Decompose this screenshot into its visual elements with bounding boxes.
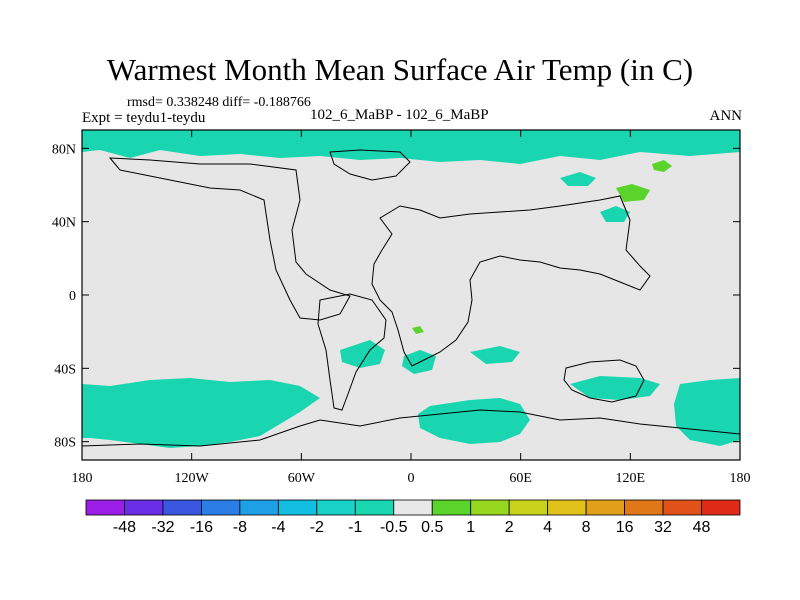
colorbar-swatch [547,499,587,516]
colorbar-label: 8 [582,519,591,536]
south-america-coast [317,293,387,411]
southern-ocean-band [82,378,320,448]
anomaly-fill [82,130,740,448]
colorbar-swatch [239,499,279,516]
lon-tick-label: 180 [730,471,751,486]
case-label: 102_6_MaBP - 102_6_MaBP [310,107,489,123]
colorbar-swatch [201,499,241,516]
colorbar-swatch [277,499,318,516]
lat-tick-label: 40N [52,216,76,231]
colorbar-label: 48 [693,519,711,536]
colorbar-swatch [662,499,702,516]
colorbar: -48 -32 -16 -8 -4 -2 -1 -0.5 0.5 1 2 4 8 16 32 48 [85,499,741,536]
east-asia-blob [600,206,630,222]
greenland-coast [329,149,411,181]
siberia-positive [616,184,650,202]
colorbar-label: -1 [348,519,362,536]
colorbar-swatch [162,499,202,516]
north-pacific-blob [560,172,596,186]
colorbar-swatch [354,499,395,516]
colorbar-label: 16 [616,519,634,536]
colorbar-label: 32 [654,519,672,536]
arctic-band [82,130,740,164]
lon-tick-label: 120W [175,471,210,486]
colorbar-swatch [470,499,510,516]
experiment-label: Expt = teydu1-teydu [82,110,206,126]
lon-tick-label: 60W [288,471,316,486]
south-indian-ocean [418,398,530,444]
lon-tick-label: 0 [408,471,415,486]
australia-coast [563,359,645,403]
coastlines [82,149,740,447]
colorbar-label: 4 [543,519,552,536]
africa-positive [412,326,424,334]
colorbar-swatch [316,499,356,516]
longitude-ticks: 180 120W 60W 0 60E 120E 180 [72,130,751,486]
colorbar-label: 2 [505,519,514,536]
southern-midband [470,346,520,364]
negative-anomaly-regions [82,130,740,448]
season-label: ANN [709,108,743,124]
map-title: Warmest Month Mean Surface Air Temp (in … [106,52,694,87]
colorbar-label: 0.5 [421,519,443,536]
colorbar-label: -8 [233,519,247,536]
arctic-positive [652,160,672,172]
antarctica-coast [82,409,740,447]
colorbar-swatch [585,499,625,516]
colorbar-swatch [85,499,125,516]
eurasia-africa-coast [371,195,651,367]
colorbar-swatch [701,499,741,516]
north-america-coast [108,157,351,321]
positive-anomaly-regions [412,160,672,334]
colorbar-label: -4 [271,519,285,536]
lat-tick-label: 0 [69,289,76,304]
lon-tick-label: 60E [509,471,532,486]
colorbar-swatch [393,499,433,516]
colorbar-swatch [508,499,549,516]
colorbar-swatch [624,499,664,516]
stats-label: rmsd= 0.338248 diff= -0.188766 [127,95,311,110]
colorbar-label: -48 [113,519,136,536]
lon-tick-label: 120E [616,471,646,486]
lat-tick-label: 80S [54,436,76,451]
colorbar-label: -32 [151,519,174,536]
lat-tick-label: 80N [52,142,76,157]
colorbar-swatch [431,499,472,516]
colorbar-label: -2 [310,519,324,536]
latitude-ticks: 80N 40N 0 40S 80S [52,142,740,451]
colorbar-label: -0.5 [380,519,408,536]
colorbar-swatch [124,499,164,516]
lat-tick-label: 40S [54,362,76,377]
colorbar-label: -16 [190,519,213,536]
colorbar-label: 1 [466,519,475,536]
lon-tick-label: 180 [72,471,93,486]
